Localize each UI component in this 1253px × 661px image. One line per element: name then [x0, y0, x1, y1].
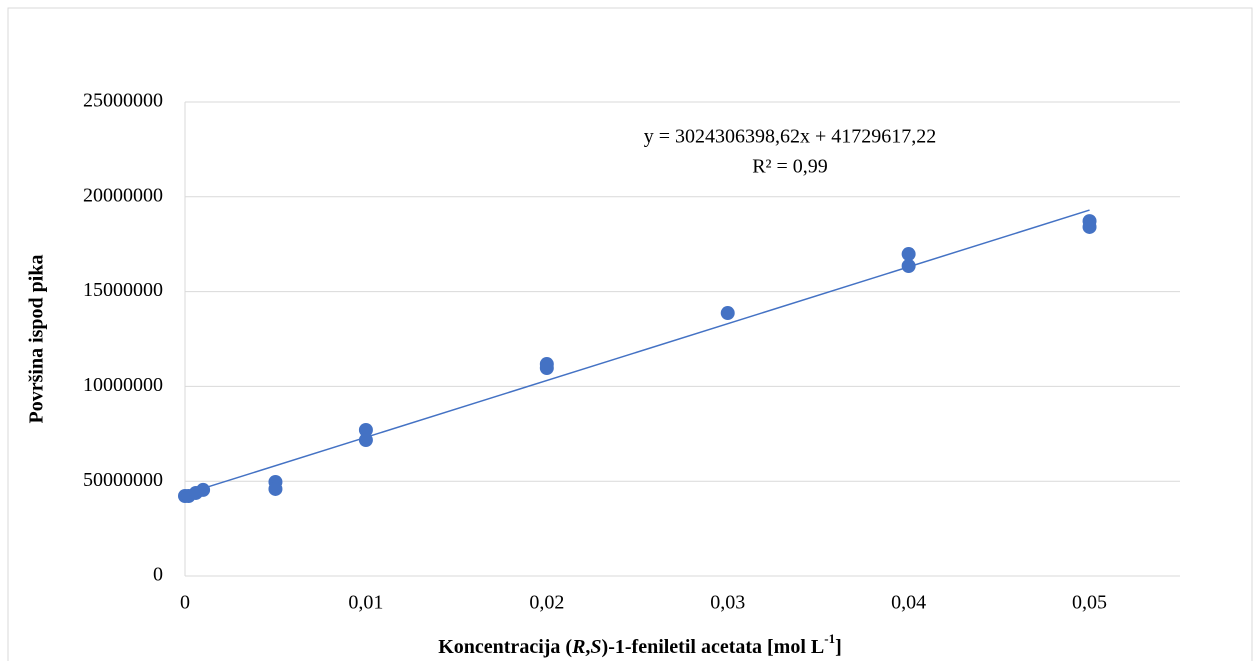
x-title-part: S — [590, 636, 601, 658]
y-tick-label: 50000000 — [83, 469, 163, 491]
data-point — [358, 433, 373, 448]
x-title-part: , — [585, 636, 590, 658]
x-tick-label: 0,02 — [529, 592, 564, 614]
x-tick-label: 0,05 — [1072, 592, 1107, 614]
y-tick-label: 10000000 — [83, 374, 163, 396]
data-point — [358, 423, 373, 438]
trendline — [184, 209, 1090, 495]
y-tick-label: 25000000 — [83, 90, 163, 112]
data-point — [901, 259, 916, 274]
data-point — [901, 247, 916, 262]
y-tick-label: 20000000 — [83, 184, 163, 206]
x-tick-label: 0 — [180, 592, 190, 614]
x-tick-label: 0,01 — [348, 592, 383, 614]
x-axis-title: Koncentracija (R,S)-1-feniletil acetata … — [438, 631, 842, 658]
annotation-equation: y = 3024306398,62x + 41729617,22 — [644, 126, 937, 148]
y-tick-label: 0 — [153, 564, 163, 586]
x-title-part: ] — [835, 636, 842, 658]
x-tick-label: 0,04 — [891, 592, 926, 614]
x-title-part: -1 — [824, 631, 835, 646]
data-point — [720, 306, 735, 321]
data-point — [268, 481, 283, 496]
data-point — [539, 361, 554, 376]
data-point — [1082, 219, 1097, 234]
x-title-part: )-1-feniletil acetata [mol L — [602, 636, 825, 658]
x-tick-label: 0,03 — [710, 592, 745, 614]
x-title-part: R — [571, 636, 585, 658]
x-title-part: Koncentracija ( — [438, 636, 572, 658]
annotation-r2: R² = 0,99 — [752, 156, 828, 178]
data-point — [196, 482, 211, 497]
y-axis-title: Površina ispod pika — [26, 255, 48, 424]
y-tick-label: 15000000 — [83, 279, 163, 301]
chart-frame — [7, 7, 1253, 661]
